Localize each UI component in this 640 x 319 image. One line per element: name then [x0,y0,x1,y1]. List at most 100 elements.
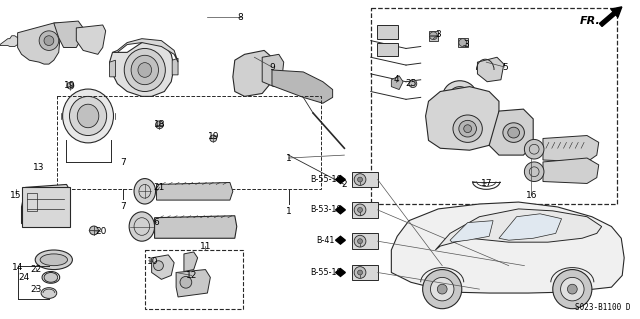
Bar [352,172,378,187]
Text: FR.: FR. [580,16,600,26]
Text: 2: 2 [342,180,347,189]
Text: 19: 19 [207,132,219,141]
Ellipse shape [459,120,476,137]
Polygon shape [391,202,624,293]
Text: B-53-10: B-53-10 [310,205,342,214]
Ellipse shape [508,127,520,138]
Polygon shape [109,60,115,77]
Circle shape [553,270,592,309]
Circle shape [437,284,447,294]
Text: 14: 14 [12,263,23,272]
Polygon shape [335,236,346,244]
Circle shape [429,32,437,40]
Circle shape [409,80,417,88]
Bar [352,202,378,218]
Circle shape [431,278,454,301]
Circle shape [154,261,163,271]
Ellipse shape [124,48,165,92]
Text: 1: 1 [285,153,291,163]
Circle shape [354,204,366,216]
Circle shape [524,162,544,182]
Circle shape [44,36,54,46]
Circle shape [358,270,362,275]
Polygon shape [335,269,346,276]
Text: 11: 11 [200,241,211,251]
Text: 24: 24 [19,273,30,282]
Polygon shape [76,25,106,54]
Text: 7: 7 [120,159,126,167]
Text: 4: 4 [394,75,399,84]
Ellipse shape [443,81,477,112]
Ellipse shape [41,288,57,299]
Text: 12: 12 [186,271,198,280]
Circle shape [90,226,99,235]
Polygon shape [426,87,499,150]
Text: 5: 5 [502,63,508,71]
Text: 9: 9 [269,63,275,71]
Ellipse shape [70,96,107,136]
Polygon shape [152,255,174,279]
Text: B-55-10: B-55-10 [310,268,342,277]
Circle shape [358,177,362,182]
Text: 10: 10 [147,257,158,266]
Bar [377,43,398,56]
Bar [377,25,398,39]
Bar [22,187,70,226]
Ellipse shape [131,55,159,85]
Polygon shape [391,76,403,90]
Text: 19: 19 [64,81,76,90]
Text: 7: 7 [120,203,126,211]
Circle shape [210,135,217,142]
Text: S023-B1100 D: S023-B1100 D [575,303,631,312]
Text: 22: 22 [31,265,42,274]
Polygon shape [176,270,211,297]
Bar [352,265,378,280]
Text: 3: 3 [463,40,468,49]
Text: 25: 25 [405,79,417,88]
Polygon shape [262,54,284,87]
Polygon shape [477,57,504,82]
Polygon shape [109,41,174,96]
Polygon shape [435,209,602,250]
Circle shape [67,82,74,89]
Text: 13: 13 [33,163,45,172]
Ellipse shape [129,212,155,241]
Circle shape [358,239,362,244]
Circle shape [422,270,462,309]
Text: 20: 20 [95,227,106,236]
Polygon shape [18,23,61,64]
Polygon shape [335,206,346,214]
Text: 6: 6 [154,218,159,227]
Circle shape [180,276,192,288]
Polygon shape [543,136,599,162]
Ellipse shape [503,123,524,142]
Bar [145,250,243,309]
Text: 1: 1 [285,207,291,216]
FancyArrow shape [600,7,622,26]
Polygon shape [155,216,237,238]
Bar [371,8,618,204]
Polygon shape [458,38,468,48]
Circle shape [524,139,544,159]
Ellipse shape [454,92,465,101]
Ellipse shape [464,125,472,133]
Text: B-41: B-41 [317,236,335,245]
Ellipse shape [134,179,156,204]
Circle shape [156,121,163,129]
Text: 8: 8 [238,13,244,22]
Ellipse shape [35,250,72,270]
Ellipse shape [44,272,58,282]
Bar [57,96,321,189]
Ellipse shape [63,89,113,143]
Polygon shape [0,36,20,47]
Polygon shape [335,176,346,183]
Ellipse shape [453,115,483,142]
Polygon shape [172,58,178,75]
Text: 15: 15 [10,191,21,200]
Circle shape [354,174,366,185]
Circle shape [354,267,366,278]
Text: 18: 18 [154,120,165,129]
Circle shape [358,207,362,212]
Text: B-55-10: B-55-10 [310,175,342,184]
Polygon shape [184,252,198,271]
